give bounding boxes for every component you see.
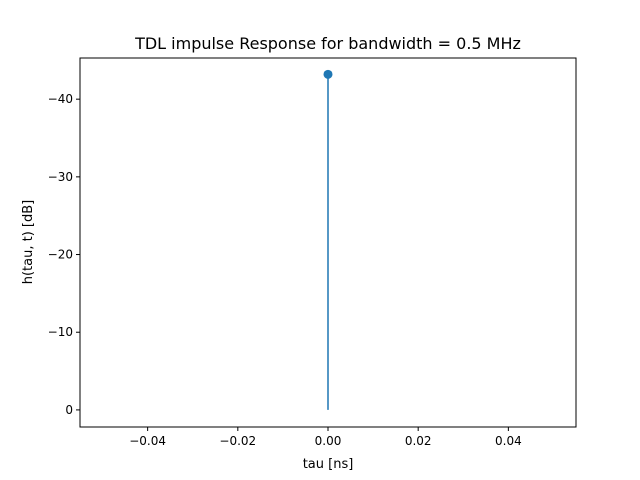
x-tick-label: 0.02 bbox=[405, 434, 432, 448]
x-tick-label: −0.04 bbox=[129, 434, 166, 448]
y-axis-label: h(tau, t) [dB] bbox=[21, 200, 36, 285]
x-tick-label: 0.04 bbox=[495, 434, 522, 448]
stem-marker bbox=[323, 69, 333, 79]
y-tick-label: −30 bbox=[48, 170, 73, 184]
y-tick-label: −20 bbox=[48, 248, 73, 262]
y-tick-label: 0 bbox=[65, 403, 73, 417]
chart-title: TDL impulse Response for bandwidth = 0.5… bbox=[134, 34, 521, 53]
x-tick-label: −0.02 bbox=[219, 434, 256, 448]
y-tick-label: −10 bbox=[48, 325, 73, 339]
axes-frame bbox=[79, 57, 577, 428]
y-tick-label: −40 bbox=[48, 92, 73, 106]
y-axis-ticks: 0 −10 −20 −30 −40 bbox=[48, 92, 80, 417]
x-axis-label: tau [ns] bbox=[303, 457, 354, 472]
x-axis-ticks: −0.04 −0.02 0.00 0.02 0.04 bbox=[129, 427, 522, 448]
plot-area bbox=[323, 69, 333, 410]
x-tick-label: 0.00 bbox=[315, 434, 342, 448]
